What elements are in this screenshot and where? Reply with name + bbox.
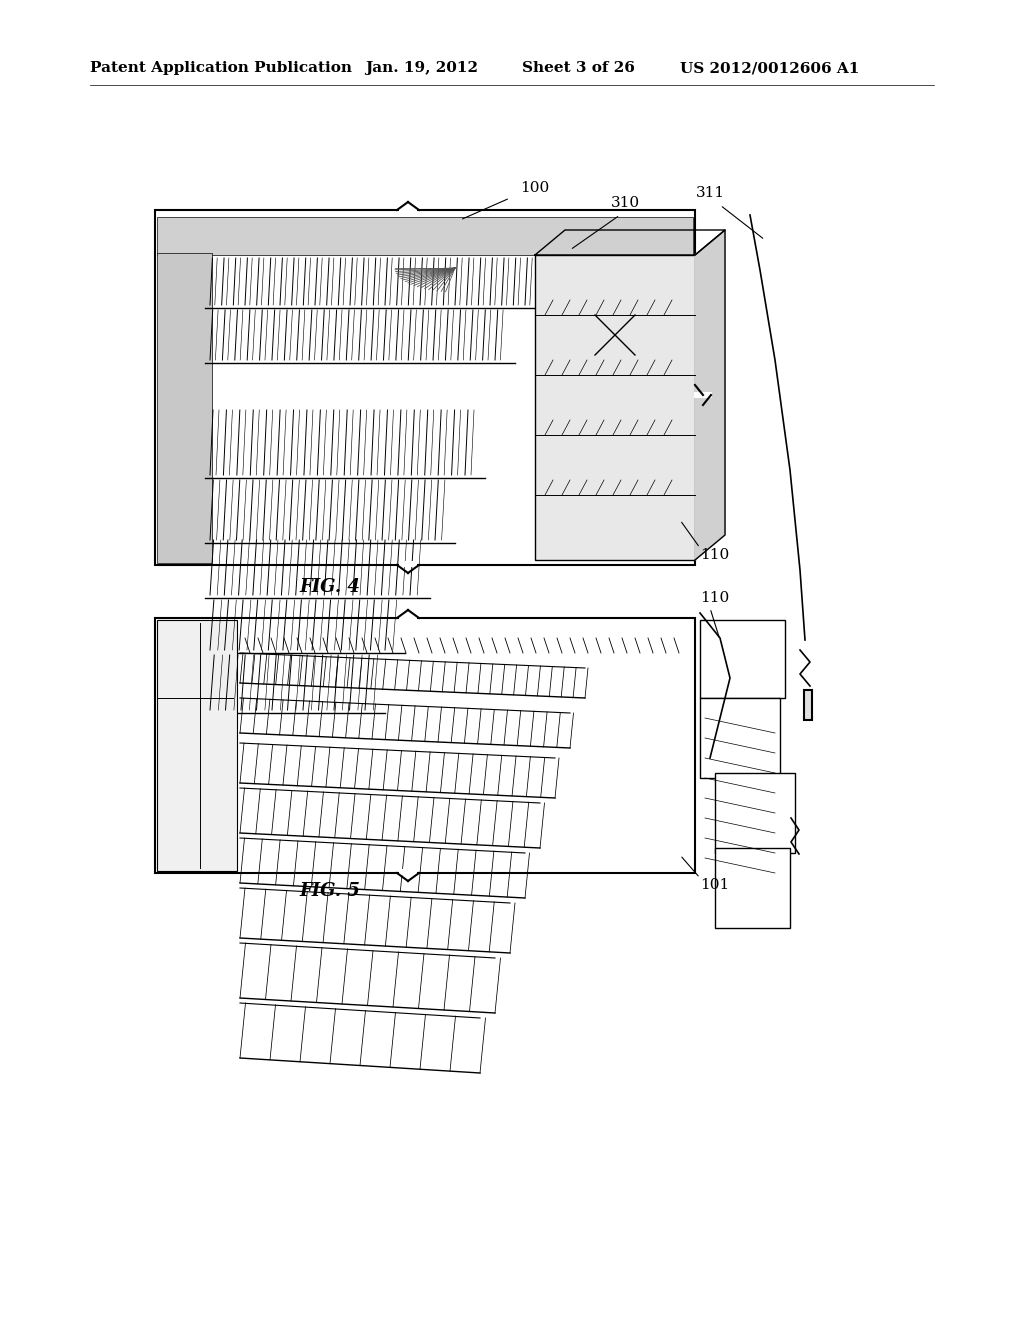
Text: 110: 110	[700, 548, 729, 562]
Text: 310: 310	[610, 195, 640, 210]
Bar	[157, 620, 237, 871]
Text: Jan. 19, 2012: Jan. 19, 2012	[365, 61, 478, 75]
Bar	[155, 618, 695, 873]
Text: Patent Application Publication: Patent Application Publication	[90, 61, 352, 75]
Text: 110: 110	[700, 591, 729, 605]
Text: 101: 101	[700, 878, 729, 892]
Text: FIG. 4: FIG. 4	[300, 578, 360, 597]
Polygon shape	[695, 230, 725, 560]
Bar	[399, 206, 417, 213]
Bar	[715, 847, 790, 928]
Bar	[157, 216, 693, 255]
Bar	[715, 774, 795, 853]
Bar	[700, 698, 780, 777]
Bar	[155, 210, 695, 565]
Bar	[157, 253, 212, 564]
Text: FIG. 5: FIG. 5	[300, 882, 360, 900]
Bar	[399, 869, 417, 875]
Bar	[694, 392, 712, 399]
Bar	[399, 561, 417, 568]
Text: 311: 311	[695, 186, 725, 201]
Text: 100: 100	[520, 181, 550, 195]
Bar	[804, 690, 812, 719]
Bar	[399, 614, 417, 620]
Bar	[700, 620, 785, 698]
Text: US 2012/0012606 A1: US 2012/0012606 A1	[680, 61, 859, 75]
Text: Sheet 3 of 26: Sheet 3 of 26	[522, 61, 635, 75]
Bar	[535, 255, 695, 560]
